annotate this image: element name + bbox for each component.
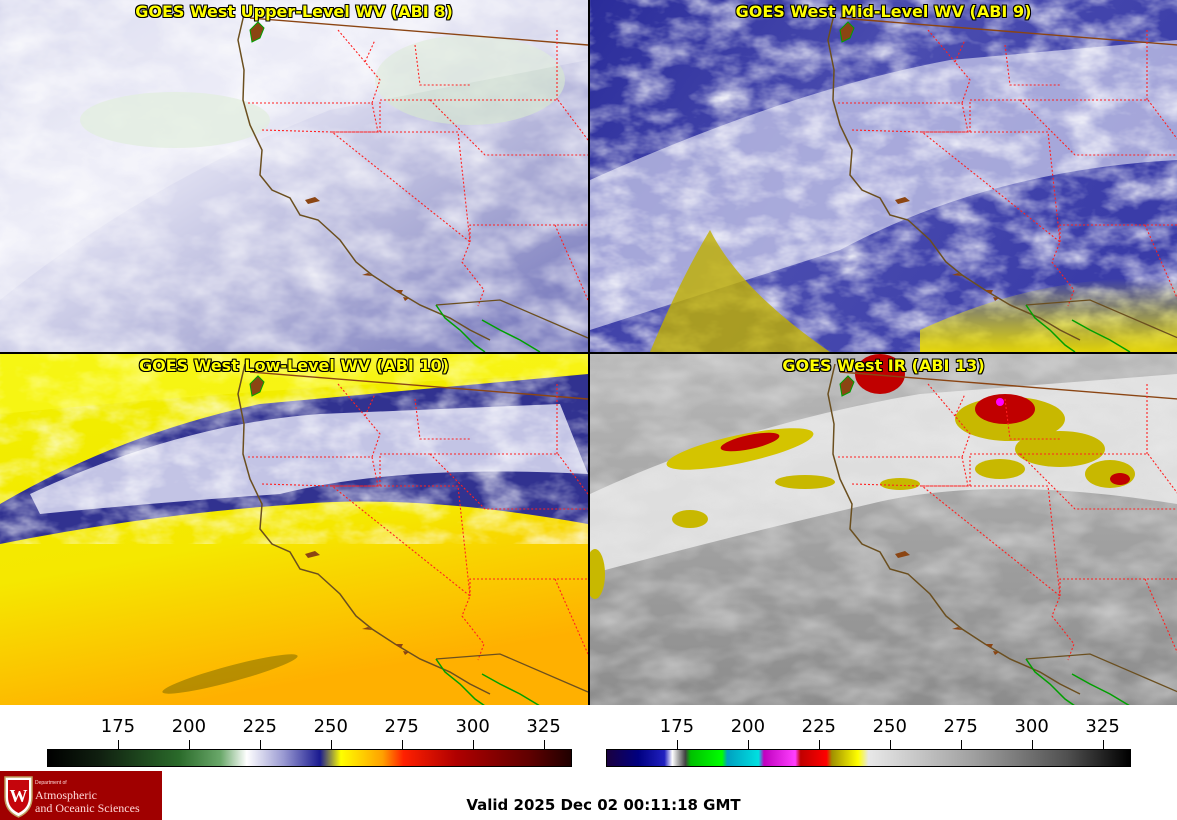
- colorbar-tick-label: 300: [1014, 716, 1049, 737]
- colorbar-tick-label: 200: [171, 716, 207, 737]
- colorbar-tick: [676, 740, 678, 749]
- panel-title: GOES West Upper-Level WV (ABI 8): [135, 2, 453, 21]
- panel-mid-level-wv: GOES West Mid-Level WV (ABI 9): [590, 0, 1177, 352]
- upper-level-wv-image: [0, 0, 588, 352]
- panel-upper-level-wv: GOES West Upper-Level WV (ABI 8): [0, 0, 588, 352]
- panel-title: GOES West Low-Level WV (ABI 10): [138, 356, 449, 375]
- colorbar-tick: [889, 740, 891, 749]
- colorbar-tick: [960, 740, 962, 749]
- colorbar-tick: [472, 740, 474, 749]
- colorbar-tick-label: 325: [526, 716, 561, 737]
- aos-logo: W Department of Atmospheric and Oceanic …: [0, 771, 162, 820]
- colorbar-tick: [330, 740, 332, 749]
- logo-line-2: and Oceanic Sciences: [35, 801, 140, 815]
- panel-title: GOES West Mid-Level WV (ABI 9): [735, 2, 1032, 21]
- colorbar-tick: [117, 740, 119, 749]
- colorbar-tick: [401, 740, 403, 749]
- mid-level-wv-image: [590, 0, 1177, 352]
- logo-line-1: Atmospheric: [35, 788, 97, 802]
- panel-title: GOES West IR (ABI 13): [782, 356, 985, 375]
- colorbar-tick: [1031, 740, 1033, 749]
- colorbar-tick-label: 275: [384, 716, 419, 737]
- panel-ir: GOES West IR (ABI 13): [590, 354, 1177, 705]
- colorbar-tick-label: 175: [100, 716, 136, 737]
- colorbar-tick-label: 175: [659, 716, 695, 737]
- colorbar-tick-label: 225: [242, 716, 277, 737]
- colorbar-tick: [188, 740, 190, 749]
- colorbar-tick-label: 325: [1085, 716, 1120, 737]
- panel-divider-horizontal: [0, 352, 1177, 354]
- panel-low-level-wv: GOES West Low-Level WV (ABI 10): [0, 354, 588, 705]
- logo-department: Department of: [35, 780, 67, 786]
- colorbar-tick: [259, 740, 261, 749]
- valid-time: Valid 2025 Dec 02 00:11:18 GMT: [466, 796, 741, 814]
- colorbar-tick-label: 225: [801, 716, 836, 737]
- colorbar-tick: [1102, 740, 1104, 749]
- colorbar-tick: [818, 740, 820, 749]
- uw-crest-icon: W: [4, 776, 33, 818]
- svg-text:W: W: [10, 786, 28, 806]
- colorbar-tick: [543, 740, 545, 749]
- wv-colorbar: [47, 749, 572, 767]
- colorbar-tick-label: 250: [313, 716, 348, 737]
- low-level-wv-image: [0, 354, 588, 705]
- colorbar-tick: [747, 740, 749, 749]
- ir-image: [590, 354, 1177, 705]
- colorbar-tick-label: 250: [872, 716, 907, 737]
- colorbar-tick-label: 275: [943, 716, 978, 737]
- ir-colorbar: [606, 749, 1131, 767]
- colorbar-tick-label: 200: [730, 716, 766, 737]
- colorbar-tick-label: 300: [455, 716, 490, 737]
